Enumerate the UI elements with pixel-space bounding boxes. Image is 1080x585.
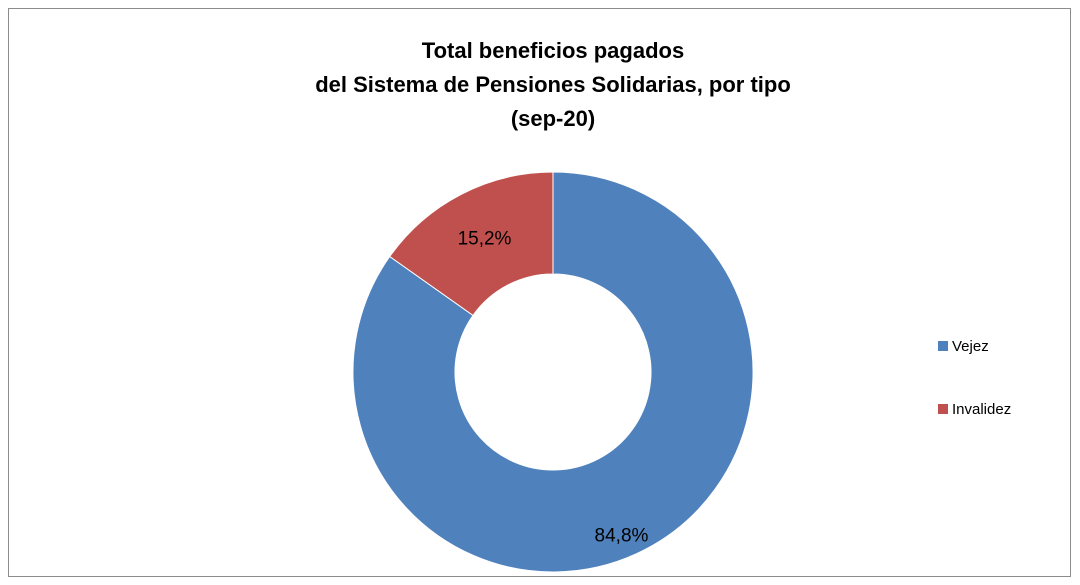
legend-label: Vejez [952,338,989,355]
legend-swatch [938,341,948,351]
data-label: 15,2% [458,229,512,250]
legend-label: Invalidez [952,401,1011,418]
donut-slice [352,171,754,573]
chart-title: Total beneficios pagados [422,38,684,63]
donut-slice [389,171,554,317]
legend-swatch [938,404,948,414]
chart-title: del Sistema de Pensiones Solidarias, por… [315,72,791,97]
data-label: 84,8% [595,525,649,546]
chart-title: (sep-20) [511,106,595,131]
